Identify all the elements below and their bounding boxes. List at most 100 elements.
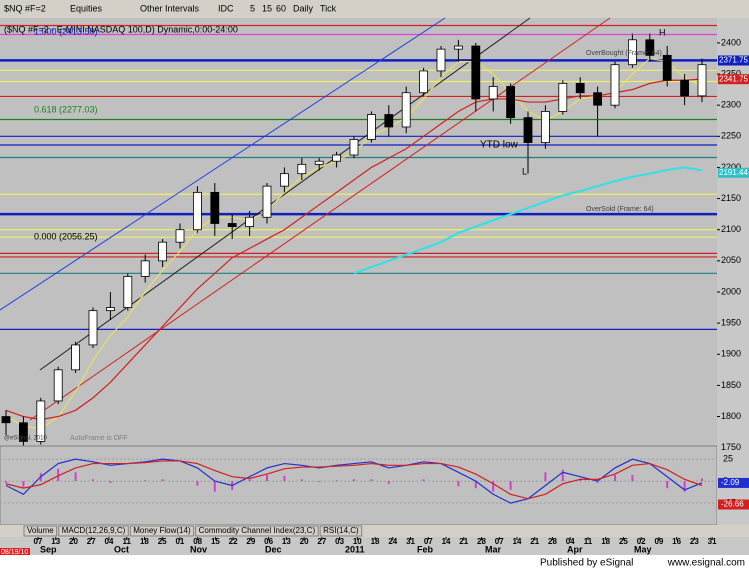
start-date: 08/19/10 [1, 549, 28, 556]
macd-histogram-bar [666, 481, 669, 489]
indicator-tab[interactable]: MACD(12,26,9,C) [62, 526, 126, 535]
macd-histogram-bar [683, 481, 686, 492]
candle-body [523, 117, 533, 143]
candle-body [453, 45, 463, 50]
macd-histogram-bar [248, 479, 251, 482]
x-day-label: 25 [158, 537, 167, 546]
tab-bar [0, 525, 749, 537]
candle-body [575, 82, 585, 94]
macd-histogram-bar [457, 481, 460, 487]
macd-histogram-bar [22, 481, 25, 488]
toolbar-item[interactable]: IDC [218, 3, 234, 13]
y-tick-label: 2000 [721, 286, 741, 296]
x-day-label: 16 [672, 537, 681, 546]
y-tick-label: 1800 [721, 411, 741, 421]
month-label: Mar [485, 544, 502, 554]
date-axis [0, 537, 749, 555]
x-day-label: 28 [477, 537, 486, 546]
y-tick-label: 2100 [721, 224, 741, 234]
candle-body [210, 191, 220, 224]
indicator-tab[interactable]: RSI(14,C) [323, 526, 359, 535]
month-label: Apr [567, 544, 583, 554]
x-day-label: 06 [264, 537, 273, 546]
y-tick-label: 2400 [721, 37, 741, 47]
month-label: Feb [417, 544, 434, 554]
macd-histogram-bar [109, 481, 112, 483]
candle-body [18, 422, 28, 442]
price-badge [718, 55, 749, 66]
x-day-label: 13 [282, 537, 291, 546]
x-day-label: 31 [708, 537, 717, 546]
footer-right: www.esignal.com [667, 558, 745, 569]
month-label: 2011 [345, 544, 365, 554]
month-label: Dec [265, 544, 282, 554]
macd-badge [718, 477, 749, 488]
macd-badge-label: -26.66 [721, 500, 744, 509]
x-day-label: 09 [654, 537, 663, 546]
moving-average [5, 78, 703, 421]
tab-frame [129, 525, 195, 537]
annotation: AutoFrame is OFF [70, 435, 128, 442]
y-tick-label: 1950 [721, 317, 741, 327]
candle-body [419, 70, 429, 94]
macd-tick-label: 25 [723, 454, 733, 464]
macd-histogram-bar [614, 474, 616, 482]
macd-histogram-bar [196, 481, 199, 486]
toolbar-item[interactable]: 5 [250, 3, 255, 13]
macd-histogram-bar [57, 468, 60, 482]
toolbar-item[interactable]: Tick [320, 3, 337, 13]
candle-body [36, 400, 46, 442]
annotation: OverSold (Frame: 64) [586, 206, 654, 213]
macd-histogram-bar [544, 472, 547, 482]
x-day-label: 11 [584, 537, 593, 546]
symbol[interactable]: $NQ #F=2 [4, 3, 46, 13]
x-day-label: 13 [51, 537, 60, 546]
macd-histogram-bar [283, 475, 286, 482]
toolbar-item[interactable]: Other Intervals [140, 3, 200, 13]
macd-histogram-bar [144, 480, 147, 482]
price-panel [0, 18, 717, 455]
candle-body [680, 79, 689, 97]
x-day-label: 07 [34, 537, 43, 546]
toolbar-item[interactable]: 60 [276, 3, 286, 13]
annotation: @eSignal, 2010 [4, 436, 47, 442]
tab-frame [195, 525, 319, 537]
candle-body [384, 114, 394, 128]
candle-body [140, 260, 150, 277]
candle-body [471, 45, 481, 100]
channel-line [39, 17, 531, 371]
annotation: YTD low [480, 140, 519, 151]
toolbar-item[interactable]: Daily [293, 3, 314, 13]
macd-histogram-bar [509, 481, 512, 490]
macd-histogram-bar [318, 481, 321, 482]
macd-badge-label: -2.09 [721, 478, 740, 487]
moving-average [353, 166, 703, 275]
candle-body [488, 86, 498, 100]
indicator-tab[interactable]: Commodity Channel Index(23,C) [199, 526, 316, 535]
macd-histogram-bar [213, 481, 216, 492]
toolbar-item[interactable]: Equities [70, 3, 103, 13]
macd-histogram-bar [161, 479, 164, 482]
month-label: May [634, 544, 652, 554]
toolbar-item[interactable]: 15 [262, 3, 272, 13]
macd-badge [718, 499, 749, 510]
x-day-label: 23 [690, 537, 699, 546]
candle-body [192, 191, 202, 231]
indicator-tab[interactable]: Volume [27, 526, 54, 535]
price-badge [718, 167, 749, 178]
annotation: L [522, 166, 527, 176]
price-badge-label: 2191.44 [719, 168, 748, 177]
start-date-box [0, 548, 30, 556]
chart-title: ($NQ #F=2 - E-MINI NASDAQ 100,D) Dynamic… [4, 24, 238, 34]
y-tick-label: 2250 [721, 131, 741, 141]
x-day-label: 14 [442, 537, 451, 546]
candle-body [71, 344, 80, 371]
indicator-tab[interactable]: Money Flow(14) [133, 526, 191, 535]
footer-left: Published by eSignal [540, 558, 633, 569]
footer [0, 555, 749, 570]
fib-label: 1.000 (2413.50) [34, 26, 98, 36]
y-tick-label: 2350 [721, 68, 741, 78]
x-day-label: 07 [495, 537, 504, 546]
fib-label: 0.000 (2056.25) [34, 231, 98, 241]
macd-histogram-bar [561, 469, 564, 482]
